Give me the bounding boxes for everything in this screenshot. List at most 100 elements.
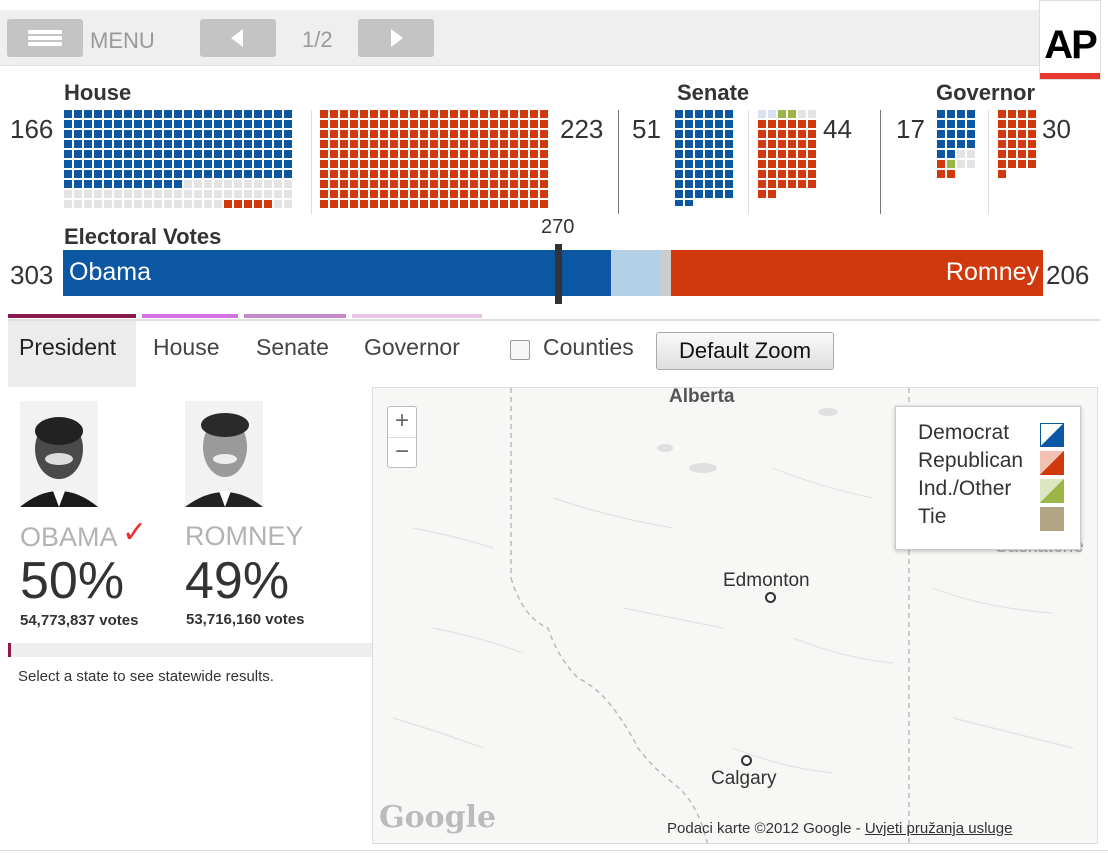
seat-cell — [1028, 130, 1036, 138]
seat-cell — [725, 150, 733, 158]
seat-cell — [420, 190, 428, 198]
seat-cell — [114, 200, 122, 208]
seat-cell — [947, 110, 955, 118]
menu-label[interactable]: MENU — [90, 28, 155, 53]
seat-cell — [510, 180, 518, 188]
tab-president[interactable]: President — [19, 334, 117, 360]
seat-cell — [788, 120, 796, 128]
seat-cell — [798, 120, 806, 128]
seat-cell — [234, 130, 242, 138]
seat-cell — [204, 200, 212, 208]
seat-cell — [1018, 160, 1026, 168]
seat-cell — [520, 180, 528, 188]
seat-cell — [174, 150, 182, 158]
tab-governor[interactable]: Governor — [364, 334, 460, 360]
seat-cell — [725, 140, 733, 148]
seat-cell — [967, 120, 975, 128]
seat-cell — [480, 160, 488, 168]
seat-cell — [244, 140, 252, 148]
seat-cell — [778, 180, 786, 188]
seat-cell — [224, 160, 232, 168]
seat-cell — [530, 140, 538, 148]
seat-cell — [937, 160, 945, 168]
seat-cell — [510, 140, 518, 148]
seat-cell — [74, 110, 82, 118]
seat-cell — [430, 130, 438, 138]
counties-checkbox[interactable] — [510, 340, 530, 360]
seat-cell — [490, 180, 498, 188]
seat-cell — [340, 130, 348, 138]
ap-logo-text: AP — [1044, 23, 1098, 67]
menu-button[interactable] — [7, 19, 83, 57]
seat-cell — [84, 120, 92, 128]
seat-cell — [380, 120, 388, 128]
hamburger-icon-line — [28, 36, 62, 40]
dem-candidate-name: OBAMA — [20, 522, 118, 552]
map-zoom-control[interactable]: + − — [387, 406, 417, 468]
seat-cell — [695, 140, 703, 148]
threshold-marker — [555, 244, 562, 304]
seat-cell — [685, 140, 693, 148]
seat-cell — [957, 120, 965, 128]
seat-cell — [360, 200, 368, 208]
seat-cell — [1008, 110, 1016, 118]
seat-cell — [937, 170, 945, 178]
seat-cell — [350, 190, 358, 198]
seat-cell — [947, 140, 955, 148]
seat-cell — [440, 120, 448, 128]
seat-cell — [1008, 140, 1016, 148]
seat-cell — [758, 150, 766, 158]
seat-cell — [194, 180, 202, 188]
seat-cell — [284, 190, 292, 198]
seat-cell — [1018, 110, 1026, 118]
seat-cell — [350, 200, 358, 208]
seat-cell — [64, 170, 72, 178]
tab-house[interactable]: House — [153, 334, 220, 360]
zoom-in-button[interactable]: + — [394, 407, 409, 434]
tab-senate[interactable]: Senate — [256, 334, 329, 360]
seat-cell — [705, 180, 713, 188]
seat-cell — [184, 140, 192, 148]
seat-cell — [470, 110, 478, 118]
counties-label[interactable]: Counties — [543, 334, 634, 360]
seat-cell — [124, 110, 132, 118]
seat-cell — [1028, 140, 1036, 148]
seat-cell — [204, 150, 212, 158]
seat-cell — [380, 140, 388, 148]
seat-cell — [114, 140, 122, 148]
seat-cell — [510, 160, 518, 168]
seat-cell — [254, 150, 262, 158]
seat-cell — [540, 130, 548, 138]
seat-cell — [788, 170, 796, 178]
map-attribution: Podaci karte ©2012 Google - Uvjeti pruža… — [667, 820, 1013, 837]
seat-cell — [124, 160, 132, 168]
seat-cell — [530, 130, 538, 138]
seat-cell — [400, 140, 408, 148]
ap-logo: AP — [1039, 0, 1101, 80]
seat-cell — [705, 140, 713, 148]
seat-cell — [520, 140, 528, 148]
seat-cell — [540, 160, 548, 168]
seat-cell — [460, 150, 468, 158]
seat-cell — [705, 170, 713, 178]
terms-link[interactable]: Uvjeti pružanja usluge — [864, 820, 1013, 837]
seat-cell — [360, 120, 368, 128]
seat-cell — [134, 110, 142, 118]
map[interactable]: Alberta + − Edmonton Calgary Saskatche D… — [372, 387, 1098, 844]
seat-cell — [284, 150, 292, 158]
seat-cell — [490, 140, 498, 148]
seat-cell — [254, 130, 262, 138]
seat-cell — [470, 170, 478, 178]
prev-page-button[interactable] — [200, 19, 276, 57]
next-page-button[interactable] — [358, 19, 434, 57]
seat-cell — [380, 160, 388, 168]
electoral-undecided-segment — [611, 250, 661, 296]
seat-cell — [808, 160, 816, 168]
seat-cell — [134, 130, 142, 138]
seat-cell — [685, 200, 693, 206]
seat-cell — [224, 140, 232, 148]
seat-cell — [440, 170, 448, 178]
default-zoom-button[interactable]: Default Zoom — [656, 332, 834, 370]
zoom-out-button[interactable]: − — [388, 437, 416, 467]
seat-cell — [490, 170, 498, 178]
